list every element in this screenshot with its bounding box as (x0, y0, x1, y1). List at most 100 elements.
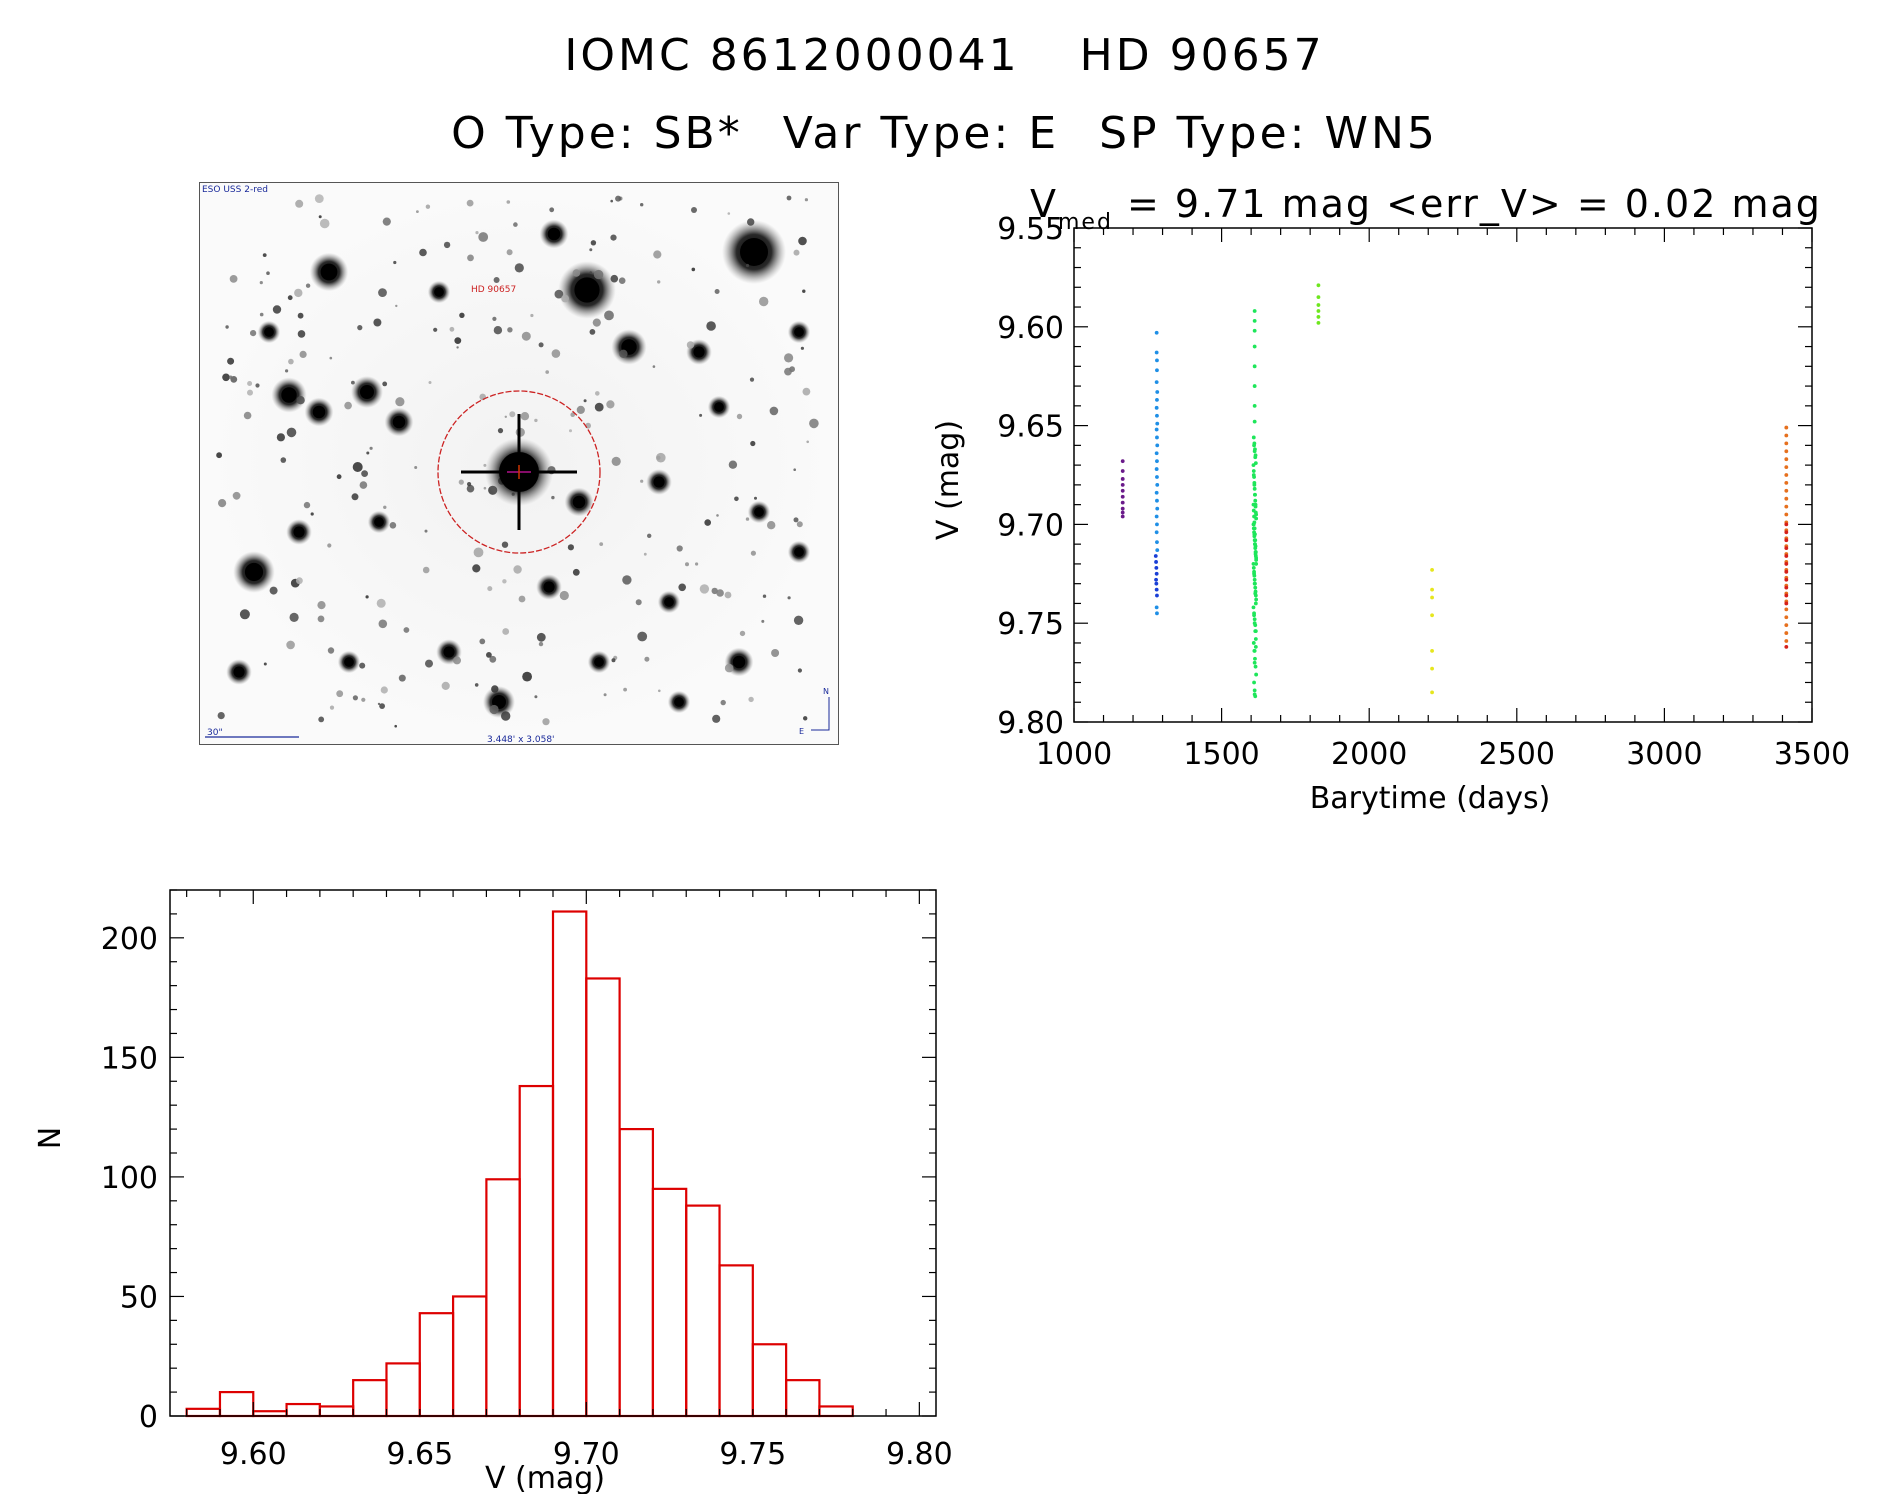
y-tick-label: 100 (101, 1161, 158, 1196)
series-epoch-3 (1251, 309, 1259, 699)
target-label: HD 90657 (471, 285, 516, 295)
x-tick-label: 9.65 (386, 1437, 453, 1472)
data-point (1252, 532, 1257, 537)
field-star (747, 218, 755, 226)
data-point (1120, 459, 1125, 464)
field-star (247, 381, 253, 386)
data-point (1252, 344, 1257, 349)
chart-title: IOMC 8612000041 HD 90657 (0, 30, 1889, 81)
field-star (287, 295, 293, 301)
field-star (466, 199, 474, 207)
data-point (1251, 565, 1256, 570)
field-star-core (543, 581, 555, 593)
data-point (1252, 526, 1257, 531)
field-star (263, 662, 267, 666)
data-point (1784, 562, 1789, 566)
histogram-axes: 9.60 9.65 9.70 9.75 9.80 0 50 100 150 200 (101, 889, 953, 1472)
field-star (589, 329, 596, 335)
field-star-core (392, 415, 406, 429)
field-star (716, 514, 719, 517)
field-star (509, 411, 516, 418)
field-star (327, 647, 335, 654)
data-point (1154, 514, 1159, 519)
field-star (359, 481, 368, 489)
data-point (1252, 571, 1256, 576)
field-star (492, 316, 497, 321)
field-star (657, 280, 661, 284)
data-point (1253, 629, 1258, 633)
x-tick-label: 2000 (1331, 737, 1407, 772)
data-point (1253, 447, 1257, 452)
data-point (1784, 554, 1789, 558)
data-point (1254, 597, 1259, 602)
data-point (1252, 328, 1257, 333)
field-star (395, 304, 398, 308)
data-point (1154, 467, 1159, 471)
field-star (513, 222, 518, 227)
data-point (1155, 482, 1160, 487)
field-star (576, 405, 585, 414)
field-star (227, 357, 235, 365)
field-star (285, 369, 289, 373)
field-star (592, 318, 601, 327)
data-point (1155, 498, 1159, 503)
field-star (507, 327, 513, 333)
field-star (218, 499, 227, 508)
y-tick-label: 9.80 (997, 706, 1064, 741)
data-point (1154, 427, 1159, 432)
data-point (1155, 593, 1159, 598)
data-point (1784, 615, 1789, 620)
field-star (618, 277, 626, 284)
histogram-bar (818, 1405, 854, 1418)
field-star (250, 330, 257, 337)
x-tick-label: 9.80 (886, 1437, 953, 1472)
light-curve-axes: 1000 1500 2000 2500 3000 3500 9.55 9.60 9.65 9.70… (997, 212, 1850, 772)
data-point (1153, 554, 1158, 558)
field-star (216, 452, 222, 459)
field-star (459, 312, 465, 318)
field-star (538, 342, 544, 348)
field-star (314, 194, 324, 203)
field-star (453, 656, 461, 665)
series-epoch-2b (1153, 554, 1159, 598)
field-star (378, 619, 388, 629)
field-star (604, 310, 614, 321)
data-point (1253, 585, 1258, 590)
field-star (280, 457, 287, 463)
field-star-core (740, 238, 768, 266)
field-star (501, 711, 511, 721)
data-point (1784, 593, 1789, 598)
field-star (514, 263, 524, 273)
data-point (1430, 613, 1434, 618)
field-star (699, 584, 710, 594)
field-star (294, 288, 303, 298)
histogram-ylabel: N (33, 1127, 68, 1149)
field-star-core (714, 402, 724, 412)
light-curve-ylabel: V (mag) (931, 420, 966, 540)
field-star-core (574, 277, 600, 303)
data-point (1154, 330, 1159, 335)
field-star (458, 479, 464, 485)
data-point (1253, 601, 1258, 606)
y-tick-label: 50 (120, 1280, 158, 1315)
data-point (1316, 309, 1321, 313)
series-epoch-2 (1154, 330, 1160, 616)
field-star (623, 687, 627, 692)
field-star (454, 337, 462, 344)
field-star (554, 289, 564, 299)
data-point (1316, 320, 1321, 325)
field-star (365, 595, 369, 599)
data-point (1252, 581, 1257, 586)
data-point (1252, 482, 1257, 487)
variability-type: Var Type: E (782, 108, 1060, 159)
data-point (1784, 441, 1789, 446)
field-star (583, 399, 587, 403)
field-star (351, 380, 355, 385)
data-point (1316, 295, 1321, 300)
data-point (1252, 309, 1257, 313)
field-star (691, 207, 697, 213)
data-point (1252, 680, 1256, 685)
data-point (1252, 621, 1257, 626)
data-point (1154, 565, 1159, 570)
field-star (297, 330, 306, 338)
